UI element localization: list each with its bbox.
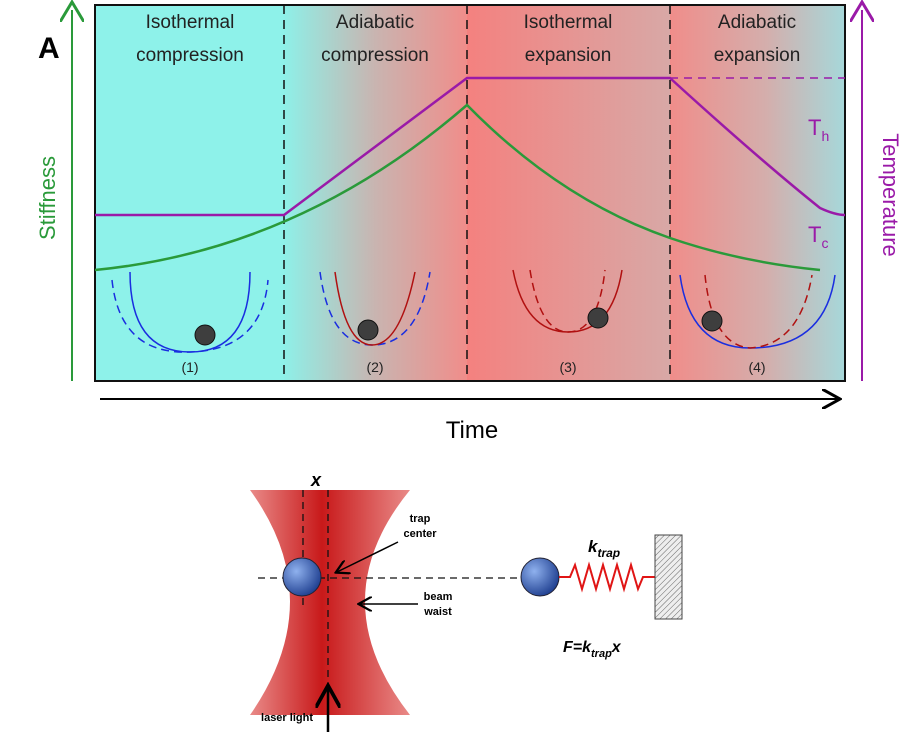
phase-label: expansion (525, 45, 612, 66)
bottom-axis-label: Time (446, 417, 498, 444)
force-lhs: F=k (563, 639, 592, 656)
beam-waist-label: beam (424, 591, 453, 603)
subscript: trap (597, 546, 620, 560)
figure: A Isothermal compression Adiabatic compr… (0, 0, 909, 733)
symbol: T (808, 115, 821, 140)
left-axis-label: Stiffness (35, 156, 60, 240)
symbol: T (808, 222, 821, 247)
trap-center-label: trap (410, 513, 431, 525)
phase-label: compression (136, 45, 244, 66)
trap-center-label: center (403, 528, 437, 540)
wall (655, 535, 682, 619)
step-label: (2) (366, 359, 383, 375)
beam-waist-label: waist (423, 606, 452, 618)
spring-label: ktrap (588, 537, 620, 560)
phase-label: Isothermal (524, 12, 613, 33)
force-rhs: x (611, 639, 622, 656)
force-label: F=ktrapx (563, 639, 622, 660)
subscript: trap (591, 648, 612, 660)
phase-label: Adiabatic (336, 12, 414, 33)
bead (521, 558, 559, 596)
step-label: (3) (559, 359, 576, 375)
panel-label: A (38, 32, 60, 65)
subscript: h (821, 128, 829, 144)
laser-beam (250, 490, 410, 715)
subscript: c (821, 235, 828, 251)
spring (559, 565, 655, 589)
position-label: x (310, 470, 322, 490)
phase-label: compression (321, 45, 429, 66)
phase-label: Isothermal (146, 12, 235, 33)
laser-label: laser light (261, 712, 313, 724)
bead (283, 558, 321, 596)
phase-label: expansion (714, 45, 801, 66)
right-axis-label: Temperature (878, 133, 903, 257)
phase-label: Adiabatic (718, 12, 796, 33)
step-label: (1) (181, 359, 198, 375)
step-label: (4) (748, 359, 765, 375)
